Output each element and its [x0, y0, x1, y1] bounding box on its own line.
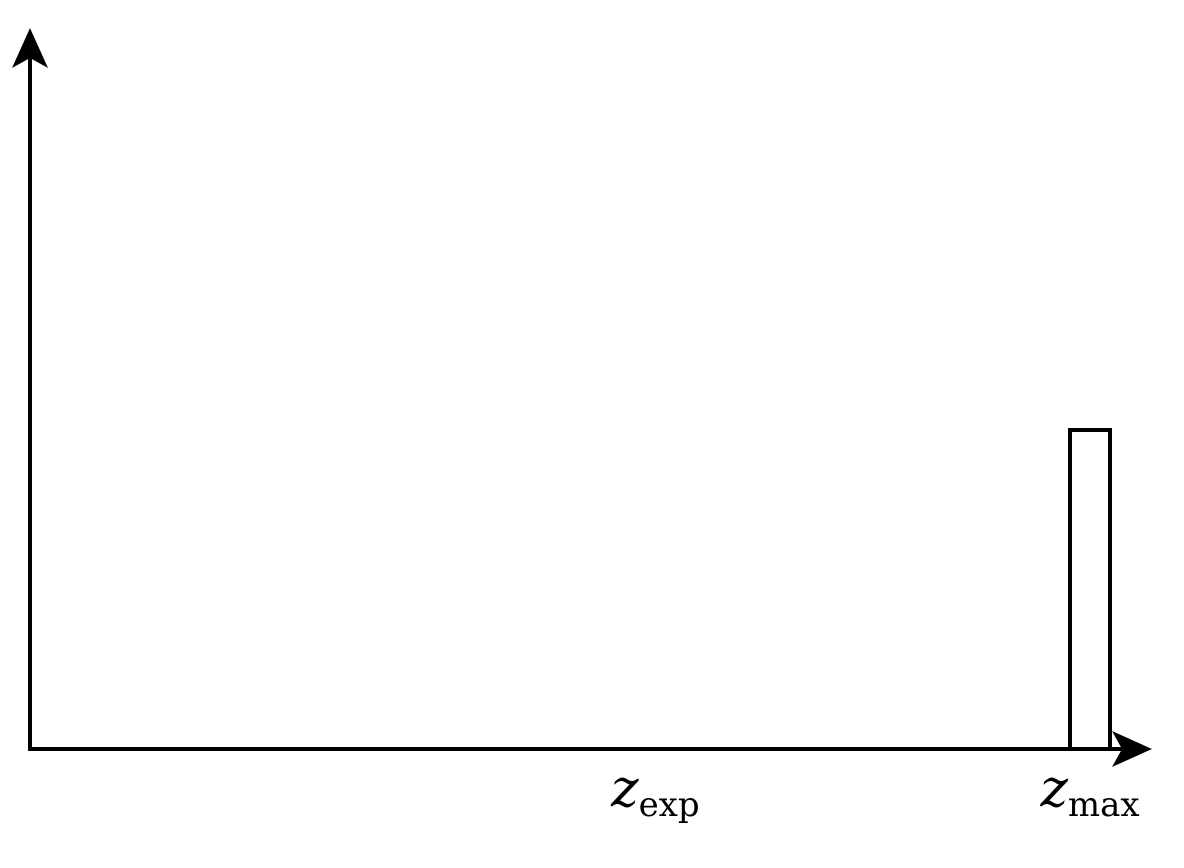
x-tick-label-z-max: zmax [1039, 759, 1139, 825]
x-tick-labels: zexp zmax [610, 759, 1139, 825]
tick-variable: z [610, 759, 639, 819]
x-tick-label-z-exp: zexp [610, 759, 699, 825]
tick-subscript: max [1068, 785, 1140, 825]
bars [1070, 430, 1110, 749]
bar-0 [1070, 430, 1110, 749]
tick-subscript: exp [639, 785, 700, 825]
tick-variable: z [1039, 759, 1068, 819]
